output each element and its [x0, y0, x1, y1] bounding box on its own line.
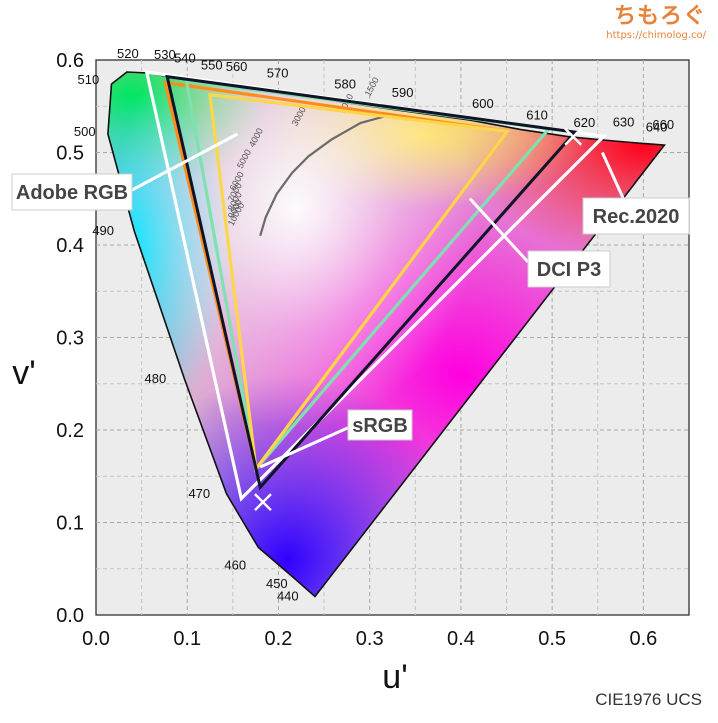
planckian-curve [259, 114, 389, 237]
gamut-display [165, 74, 578, 491]
annotation-leader [600, 151, 626, 201]
wavelength-label: 570 [267, 66, 289, 81]
x-tick-label: 0.1 [173, 628, 201, 650]
wavelength-label: 590 [392, 85, 414, 100]
x-tick-label: 0.5 [538, 628, 566, 650]
y-tick-label: 0.5 [56, 143, 84, 165]
annotation-label: Adobe RGB [16, 182, 128, 204]
wavelength-label: 510 [78, 72, 100, 87]
gamut-srgb [208, 92, 511, 474]
x-marker [254, 493, 272, 511]
gamut-triangles [107, 70, 666, 598]
wavelength-label: 440 [277, 589, 299, 604]
x-tick-label: 0.6 [629, 628, 657, 650]
wavelength-label: 550 [201, 57, 223, 72]
wavelength-label: 460 [224, 557, 246, 572]
y-tick-label: 0.6 [56, 50, 84, 72]
wavelength-label: 640 [646, 119, 668, 134]
wavelength-label: 560 [226, 59, 248, 74]
wavelength-label: 600 [472, 96, 494, 111]
wavelength-label: 580 [334, 77, 356, 92]
x-tick-label: 0.2 [265, 628, 293, 650]
wavelength-label: 520 [117, 46, 139, 61]
y-tick-label: 0.4 [56, 235, 84, 257]
markers [254, 127, 582, 511]
annotation-label: Rec.2020 [593, 206, 680, 228]
y-tick-labels: 0.0 0.1 0.2 0.3 0.4 0.5 0.6 [56, 50, 84, 627]
annotation-leader [131, 132, 239, 192]
wavelength-label: 500 [74, 124, 96, 139]
annotation-box [582, 197, 690, 235]
y-tick-label: 0.1 [56, 513, 84, 535]
wavelength-label: 630 [613, 114, 635, 129]
watermark-url: https://chimolog.co/ [606, 30, 706, 41]
y-tick-label: 0.3 [56, 328, 84, 350]
x-tick-label: 0.0 [82, 628, 110, 650]
x-marker [564, 127, 582, 146]
x-tick-label: 0.3 [356, 628, 384, 650]
wavelength-label: 610 [526, 107, 548, 122]
annotation-label: sRGB [352, 415, 408, 437]
annotation-box [347, 409, 413, 441]
x-axis-label: u' [382, 658, 407, 696]
wavelength-label: 540 [174, 51, 196, 66]
y-tick-label: 0.0 [56, 605, 84, 627]
annotation-leader [259, 424, 353, 469]
x-tick-labels: 0.0 0.1 0.2 0.3 0.4 0.5 0.6 [82, 628, 657, 650]
wavelength-label: 470 [188, 486, 210, 501]
watermark-name: ちもろぐ [613, 4, 706, 29]
watermark: ちもろぐ https://chimolog.co/ [606, 4, 706, 42]
annotations: Adobe RGB DCI P3 Rec.2020 sRGB [11, 132, 690, 469]
annotation-box [527, 250, 611, 288]
wavelength-label: 620 [573, 115, 595, 130]
annotation-box [11, 173, 133, 211]
wavelength-label: 490 [92, 223, 114, 238]
wavelength-label: 480 [144, 371, 166, 386]
wavelength-label: 450 [266, 576, 288, 591]
y-tick-label: 0.2 [56, 420, 84, 442]
annotation-leader [468, 197, 530, 264]
wavelength-label: 660 [652, 117, 674, 132]
wavelength-label: 530 [154, 47, 176, 62]
annotation-label: DCI P3 [537, 259, 601, 281]
footer-caption: CIE1976 UCS [595, 690, 702, 709]
y-axis-label: v' [12, 354, 36, 392]
x-tick-label: 0.4 [447, 628, 475, 650]
